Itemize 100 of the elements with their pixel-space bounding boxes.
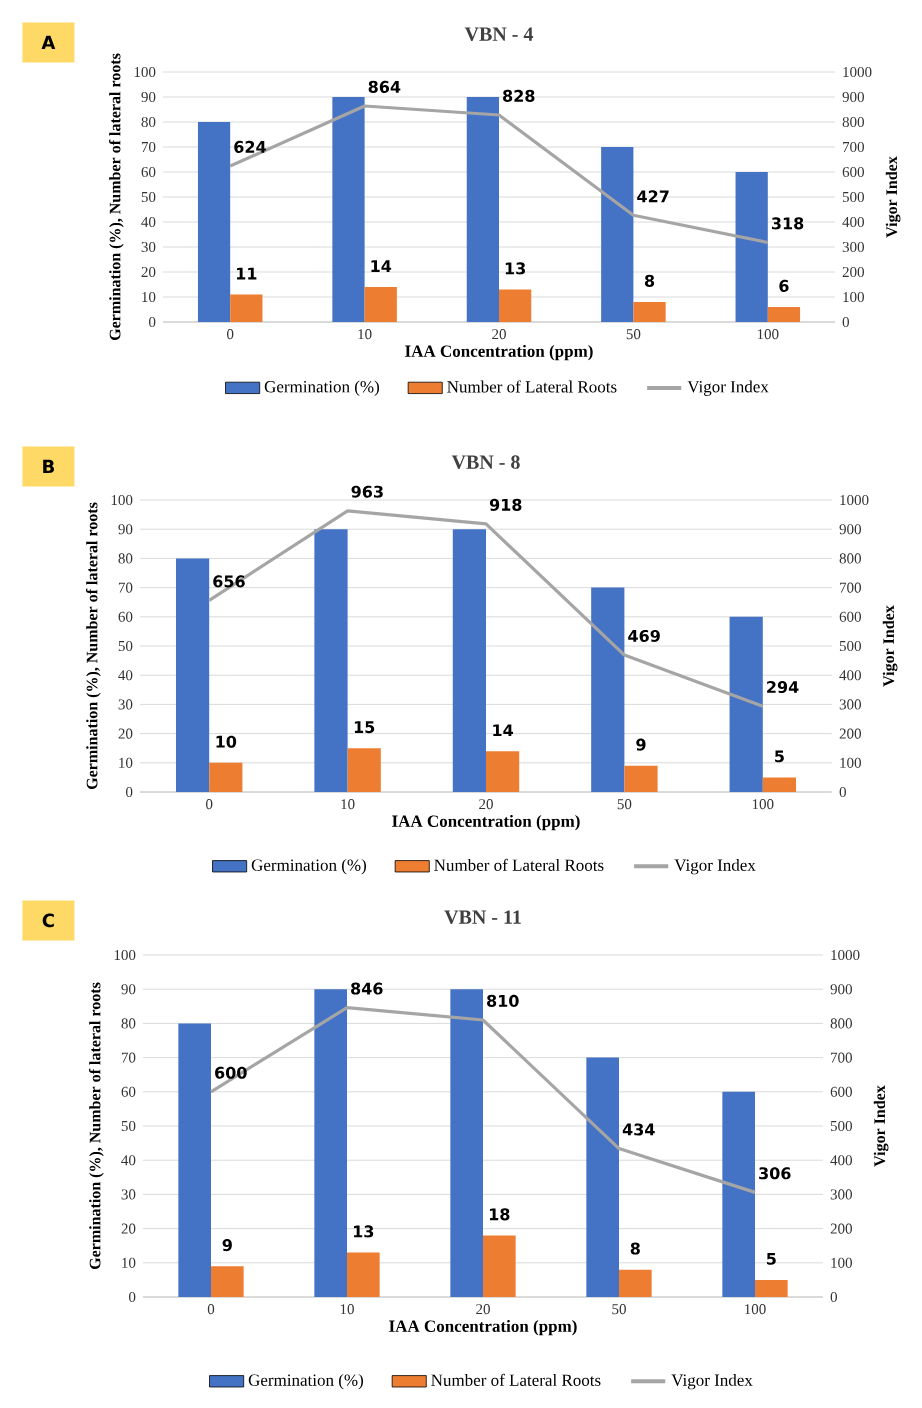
chart-title: VBN - 11	[444, 910, 521, 924]
x-tick-label: 100	[757, 329, 779, 340]
y2-tick-label: 100	[840, 757, 861, 768]
y2-tick-label: 800	[839, 553, 861, 564]
data-label: 11	[237, 267, 257, 280]
y2-tick-label: 1000	[831, 949, 860, 961]
legend-label: Germination (%)	[248, 1373, 364, 1390]
data-label: 427	[637, 190, 669, 203]
y-tick-label: 50	[141, 191, 156, 203]
y-tick-label: 90	[141, 91, 156, 103]
legend-label: Number of Lateral Roots	[447, 380, 617, 393]
y2-tick-label: 200	[842, 266, 864, 278]
bar	[466, 97, 499, 323]
y2-tick-label: 500	[830, 1120, 852, 1132]
data-label: 8	[644, 274, 655, 287]
y2-tick-label: 500	[842, 191, 864, 203]
y2-tick-label: 300	[842, 241, 864, 253]
bar	[735, 172, 768, 323]
data-label: 8	[630, 1242, 640, 1255]
bar	[483, 1235, 516, 1298]
x-tick-label: 10	[340, 1304, 354, 1315]
x-tick-label: 20	[492, 329, 506, 340]
bar	[485, 751, 520, 793]
data-label: 6	[779, 279, 789, 292]
y-axis-title: Germination (%), Number of lateral roots	[89, 982, 104, 1270]
y2-tick-label: 800	[842, 116, 864, 128]
y-tick-label: 20	[121, 1223, 136, 1234]
data-label: 828	[503, 89, 535, 102]
data-label: 864	[368, 80, 401, 93]
data-label: 5	[775, 750, 784, 763]
y2-tick-label: 600	[839, 611, 861, 622]
data-label: 13	[505, 262, 525, 275]
y2-tick-label: 700	[843, 141, 864, 153]
y2-tick-label: 0	[830, 1291, 837, 1303]
text: C	[42, 913, 54, 928]
y-tick-label: 100	[111, 494, 133, 506]
data-label: 600	[215, 1066, 247, 1079]
data-label: 810	[487, 994, 519, 1007]
y-tick-label: 70	[118, 582, 133, 593]
y2-tick-label: 200	[830, 1223, 852, 1234]
line-series	[209, 1006, 757, 1194]
y-tick-label: 40	[118, 670, 133, 681]
y-tick-label: 90	[121, 984, 136, 995]
y2-tick-label: 500	[839, 640, 861, 652]
y2-tick-label: 300	[839, 699, 861, 710]
bar	[452, 529, 486, 793]
x-tick-label: 0	[206, 799, 213, 810]
bar	[499, 289, 532, 323]
y-tick-label: 70	[121, 1052, 136, 1063]
chart-title: VBN - 4	[464, 27, 534, 41]
x-tick-label: 50	[612, 1304, 626, 1315]
y-tick-label: 50	[118, 640, 133, 652]
y2-tick-label: 700	[840, 582, 861, 593]
bar	[197, 122, 231, 323]
x-tick-label: 50	[626, 329, 641, 340]
text: A	[41, 35, 56, 49]
y-tick-label: 0	[129, 1291, 136, 1303]
data-label: 14	[493, 724, 513, 737]
x-tick-label: 50	[617, 799, 632, 810]
y-tick-label: 10	[142, 291, 156, 303]
y2-tick-label: 900	[839, 524, 861, 535]
bar	[332, 97, 365, 323]
data-label: 963	[351, 485, 383, 498]
text: B	[43, 459, 54, 473]
y2-tick-label: 700	[831, 1052, 852, 1063]
y-tick-label: 80	[141, 116, 156, 128]
y-tick-label: 70	[141, 141, 156, 153]
y-tick-label: 10	[119, 757, 133, 768]
bar	[624, 765, 658, 793]
bar	[755, 1279, 788, 1298]
y2-tick-label: 900	[830, 984, 852, 995]
y-tick-label: 30	[141, 241, 156, 253]
x-axis-title: IAA Concentration (ppm)	[392, 814, 580, 831]
data-label: 434	[622, 1123, 655, 1136]
data-label: 624	[234, 140, 266, 153]
line-series	[228, 104, 770, 245]
x-tick-label: 20	[476, 1304, 490, 1315]
y-tick-label: 10	[122, 1257, 136, 1268]
legend-label: Number of Lateral Roots	[434, 858, 604, 871]
y2-tick-label: 100	[831, 1257, 852, 1268]
legend-label: Germination (%)	[264, 380, 379, 396]
y-axis-title: Germination (%), Number of lateral roots	[86, 502, 101, 790]
y2-tick-label: 100	[843, 291, 864, 303]
y2-tick-label: 900	[842, 91, 864, 103]
y2-tick-label: 300	[830, 1189, 852, 1200]
y2-tick-label: 1000	[843, 66, 872, 78]
x-axis-title: IAA Concentration (ppm)	[405, 344, 593, 361]
bar	[314, 529, 348, 793]
bar	[767, 307, 801, 323]
y-tick-label: 0	[126, 786, 133, 798]
y-axis-title: Germination (%), Number of lateral roots	[109, 53, 124, 341]
bar	[586, 1057, 619, 1298]
bar	[601, 147, 634, 323]
bar	[729, 616, 763, 793]
x-axis-title: IAA Concentration (ppm)	[389, 1319, 577, 1336]
data-label: 918	[489, 498, 522, 511]
data-label: 5	[766, 1252, 776, 1265]
data-label: 15	[354, 721, 375, 734]
legend-label: Germination (%)	[251, 858, 366, 875]
y2-tick-label: 400	[839, 670, 861, 681]
